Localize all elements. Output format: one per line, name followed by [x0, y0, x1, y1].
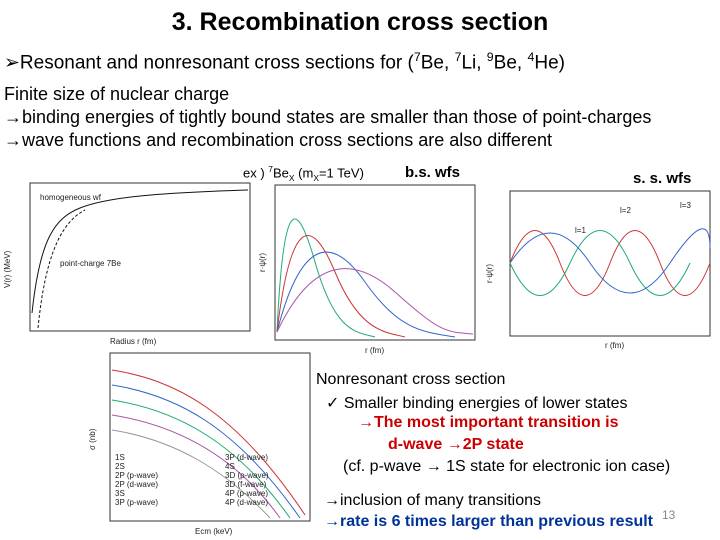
annotation: homogeneous wf — [40, 193, 102, 202]
right-heading: Nonresonant cross section — [316, 371, 506, 388]
intro-line: Finite size of nuclear charge — [4, 84, 230, 104]
right-red: →The most important transition is — [358, 414, 619, 431]
x-label: Ecm (keV) — [195, 527, 233, 536]
legend-entry: 3D (f-wave) — [225, 480, 267, 489]
right-inclusion: →inclusion of many transitions — [324, 492, 541, 509]
curve — [111, 414, 281, 519]
legend-entry: 1S — [115, 453, 125, 462]
bs-label: b.s. wfs — [405, 164, 461, 181]
text: Be, — [493, 52, 528, 74]
scattering-state-plot: l=1 l=2 l=3 r (fm) r·ψ(r) — [485, 190, 711, 350]
potential-plot: homogeneous wf point-charge 7Be Radius r… — [3, 182, 251, 346]
curve — [276, 235, 406, 338]
annotation: point-charge 7Be — [60, 259, 121, 268]
legend-entry: 4P (d-wave) — [225, 498, 268, 507]
annotation: l=2 — [620, 206, 631, 215]
text: 7 — [413, 50, 421, 64]
legend-entry: 3P (d-wave) — [225, 453, 268, 462]
curve — [509, 228, 711, 294]
frame — [109, 352, 311, 522]
y-label: r·ψ(r) — [485, 264, 494, 283]
text: (m — [294, 165, 314, 181]
text: ex ) — [243, 165, 269, 181]
legend-entry: 4S — [225, 462, 235, 471]
cross-section-plot: 1S 2S 2P (p-wave) 2P (d-wave) 3S 3P (p-w… — [88, 352, 311, 536]
text: Resonant and nonresonant cross sections … — [19, 52, 414, 74]
curve — [509, 230, 711, 296]
curve — [276, 251, 456, 338]
frame — [29, 182, 251, 332]
legend-entry: 3D (p-wave) — [225, 471, 269, 480]
curve — [111, 384, 301, 519]
text: 9 — [486, 50, 494, 64]
curve — [111, 429, 271, 519]
annotation: l=1 — [575, 226, 586, 235]
legend-entry: 2P (d-wave) — [115, 480, 158, 489]
text: Be, — [420, 52, 455, 74]
text: =1 TeV) — [318, 165, 364, 181]
legend-entry: 2S — [115, 462, 125, 471]
legend-entry: 3P (p-wave) — [115, 498, 158, 507]
bullet-marker: ➢ — [4, 52, 20, 74]
x-label: r (fm) — [365, 346, 384, 355]
y-label: σ (nb) — [88, 428, 97, 450]
curve — [111, 399, 291, 519]
title: 3. Recombination cross section — [171, 8, 549, 36]
caption: ex ) 7BeX (mX=1 TeV) — [243, 164, 364, 183]
legend-entry: 4P (p-wave) — [225, 489, 268, 498]
legend-entry: 3S — [115, 489, 125, 498]
bound-state-plot: r (fm) r·ψ(r) — [258, 184, 476, 355]
curve — [37, 209, 86, 329]
text: Be — [273, 165, 289, 181]
right-check: ✓ Smaller binding energies of lower stat… — [326, 395, 628, 412]
ss-label: s. s. wfs — [633, 170, 692, 187]
right-red: d-wave →2P state — [388, 436, 524, 453]
text: 4 — [527, 50, 535, 64]
x-label: Radius r (fm) — [110, 337, 157, 346]
page-number: 13 — [662, 508, 676, 522]
text: X — [288, 172, 295, 183]
legend: 1S 2S 2P (p-wave) 2P (d-wave) 3S 3P (p-w… — [115, 453, 269, 507]
intro-line: →binding energies of tightly bound state… — [4, 107, 652, 127]
text: Li, — [461, 52, 487, 74]
text: 7 — [268, 164, 273, 174]
y-label: V(r) (MeV) — [3, 250, 12, 288]
curve — [276, 268, 474, 335]
text: He) — [534, 52, 565, 74]
right-rate: →rate is 6 times larger than previous re… — [324, 513, 654, 530]
curve — [509, 230, 691, 296]
curve — [276, 218, 376, 338]
curve — [31, 189, 249, 314]
right-cf: (cf. p-wave → 1S state for electronic io… — [343, 458, 671, 475]
legend-entry: 2P (p-wave) — [115, 471, 158, 480]
frame — [274, 184, 476, 341]
intro-line: →wave functions and recombination cross … — [4, 130, 552, 150]
text: X — [313, 172, 319, 183]
text: 7 — [454, 50, 462, 64]
x-label: r (fm) — [605, 341, 624, 350]
bullet: ➢Resonant and nonresonant cross sections… — [4, 50, 565, 74]
annotation: l=3 — [680, 201, 691, 210]
y-label: r·ψ(r) — [258, 253, 267, 272]
curve — [111, 369, 306, 516]
